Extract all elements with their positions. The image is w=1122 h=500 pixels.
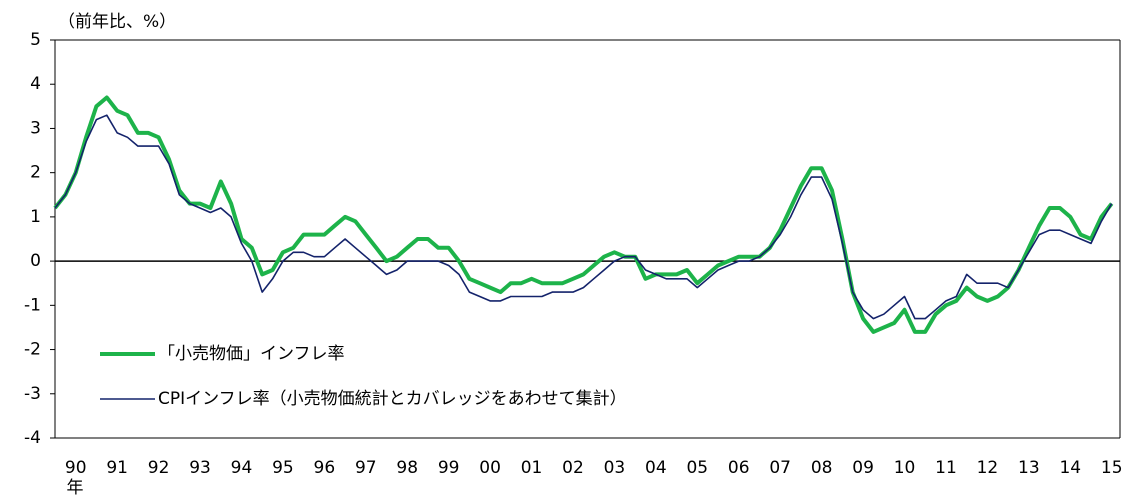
- x-tick-label: 93: [189, 458, 211, 478]
- y-tick-label: -3: [24, 384, 41, 404]
- y-tick-label: 1: [30, 207, 41, 227]
- x-tick-label: 12: [977, 458, 999, 478]
- x-tick-label: 01: [521, 458, 543, 478]
- legend-label: 「小売物価」インフレ率: [158, 344, 345, 364]
- x-tick-label: 00: [479, 458, 501, 478]
- series-line: [53, 95, 1114, 334]
- x-tick-label: 94: [231, 458, 253, 478]
- x-tick-label: 04: [645, 458, 667, 478]
- y-tick-label: 3: [30, 118, 41, 138]
- x-tick-label: 90: [65, 458, 87, 478]
- y-tick-label: -2: [24, 340, 41, 360]
- y-tick-label: 2: [30, 163, 41, 183]
- legend-label: CPIインフレ率（小売物価統計とカバレッジをあわせて集計）: [158, 389, 627, 409]
- x-tick-label: 10: [894, 458, 916, 478]
- x-tick-label: 13: [1018, 458, 1040, 478]
- y-tick-label: 4: [30, 74, 41, 94]
- x-axis-label: 年: [67, 478, 84, 498]
- x-tick-label: 11: [935, 458, 957, 478]
- series-line: [54, 114, 1113, 320]
- x-tick-label: 97: [355, 458, 377, 478]
- x-tick-label: 09: [852, 458, 874, 478]
- x-tick-label: 15: [1101, 458, 1122, 478]
- x-tick-label: 91: [106, 458, 128, 478]
- x-tick-label: 05: [686, 458, 708, 478]
- y-unit-label: （前年比、%）: [58, 12, 176, 32]
- x-tick-label: 99: [438, 458, 460, 478]
- x-tick-label: 96: [314, 458, 336, 478]
- x-tick-label: 07: [769, 458, 791, 478]
- y-tick-label: 5: [30, 30, 41, 50]
- x-tick-label: 03: [604, 458, 626, 478]
- x-tick-label: 02: [562, 458, 584, 478]
- x-tick-label: 95: [272, 458, 294, 478]
- x-tick-label: 14: [1059, 458, 1081, 478]
- x-tick-label: 98: [396, 458, 418, 478]
- x-tick-label: 06: [728, 458, 750, 478]
- x-tick-label: 08: [811, 458, 833, 478]
- y-tick-label: -4: [24, 428, 41, 448]
- y-tick-label: -1: [24, 295, 41, 315]
- x-tick-label: 92: [148, 458, 170, 478]
- y-tick-label: 0: [30, 251, 41, 271]
